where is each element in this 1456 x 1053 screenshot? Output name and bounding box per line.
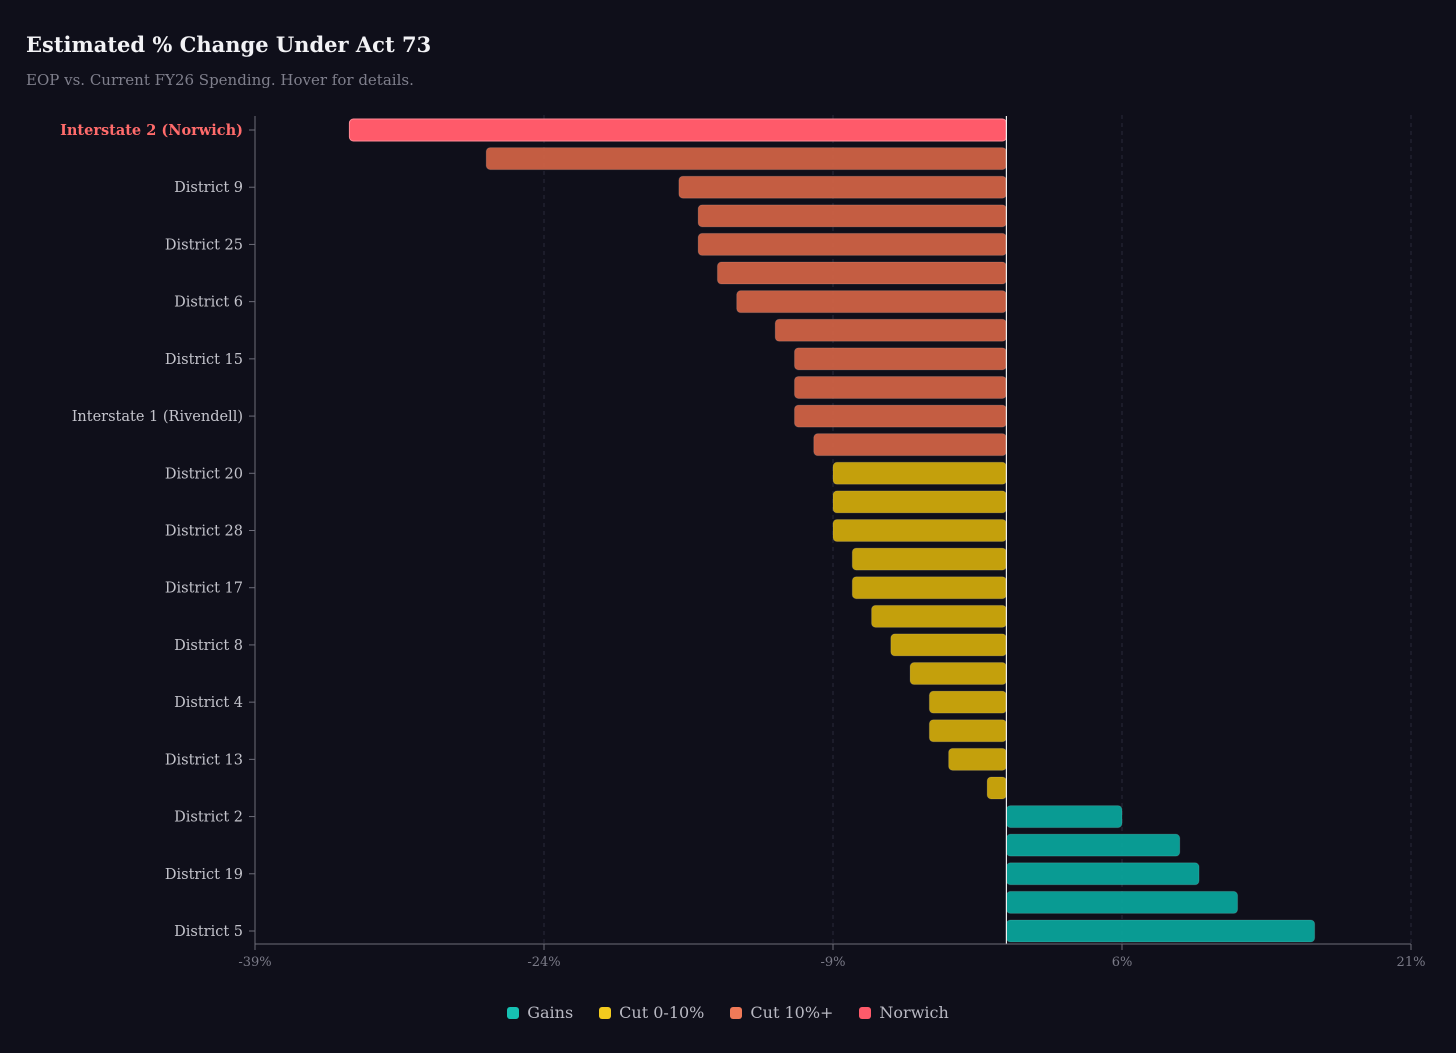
bar[interactable] bbox=[793, 404, 1007, 428]
bar[interactable] bbox=[1005, 805, 1123, 829]
y-tick-label: Interstate 2 (Norwich) bbox=[60, 122, 243, 139]
y-tick-label: District 17 bbox=[165, 581, 243, 597]
bar[interactable] bbox=[793, 375, 1007, 399]
bar[interactable] bbox=[697, 204, 1007, 228]
bar[interactable] bbox=[1005, 833, 1181, 857]
bar[interactable] bbox=[485, 147, 1007, 171]
x-tick-label: 6% bbox=[1112, 955, 1133, 970]
y-tick-label: District 4 bbox=[174, 695, 243, 711]
y-tick-label: District 9 bbox=[174, 180, 243, 196]
bar[interactable] bbox=[774, 318, 1007, 342]
legend: Gains Cut 0-10% Cut 10%+ Norwich bbox=[0, 1003, 1456, 1022]
bar[interactable] bbox=[871, 604, 1007, 628]
bar[interactable] bbox=[851, 547, 1007, 571]
x-tick-label: -9% bbox=[820, 955, 845, 970]
chart-subtitle: EOP vs. Current FY26 Spending. Hover for… bbox=[26, 71, 414, 89]
bar[interactable] bbox=[1005, 862, 1200, 886]
y-tick-label: Interstate 1 (Rivendell) bbox=[72, 409, 243, 425]
y-tick-label: District 5 bbox=[174, 924, 243, 940]
bar[interactable] bbox=[948, 747, 1007, 771]
legend-item-norwich[interactable]: Norwich bbox=[859, 1003, 949, 1022]
bar[interactable] bbox=[909, 662, 1007, 686]
legend-swatch-cut-0-10 bbox=[599, 1006, 612, 1019]
y-tick-label: District 28 bbox=[165, 524, 243, 540]
y-tick-label: District 2 bbox=[174, 810, 243, 826]
bar[interactable] bbox=[716, 261, 1007, 285]
bar[interactable] bbox=[832, 490, 1007, 514]
y-tick-label: District 13 bbox=[165, 752, 243, 768]
legend-label-cut-0-10: Cut 0-10% bbox=[619, 1003, 705, 1022]
legend-swatch-cut-10-plus bbox=[730, 1006, 743, 1019]
y-tick-label: District 6 bbox=[174, 295, 243, 311]
x-tick-label: 21% bbox=[1397, 955, 1426, 970]
bar-chart: Interstate 2 (Norwich) District 9 District… bbox=[60, 115, 1426, 970]
y-tick-label: District 19 bbox=[165, 867, 243, 883]
legend-item-cut-10-plus[interactable]: Cut 10%+ bbox=[730, 1003, 833, 1022]
bar[interactable] bbox=[1005, 919, 1316, 943]
x-tick-label: -39% bbox=[238, 955, 271, 970]
bar[interactable] bbox=[697, 232, 1007, 256]
legend-label-cut-10-plus: Cut 10%+ bbox=[750, 1003, 834, 1022]
bar[interactable] bbox=[986, 776, 1007, 800]
bar[interactable] bbox=[832, 519, 1007, 542]
bar[interactable] bbox=[678, 175, 1007, 199]
y-tick-label: District 25 bbox=[165, 237, 243, 253]
chart-title: Estimated % Change Under Act 73 bbox=[26, 32, 432, 57]
bar[interactable] bbox=[851, 576, 1007, 600]
legend-label-norwich: Norwich bbox=[879, 1003, 949, 1022]
bar[interactable] bbox=[813, 433, 1007, 457]
bar[interactable] bbox=[890, 633, 1007, 657]
bar[interactable] bbox=[832, 461, 1007, 485]
bar[interactable] bbox=[736, 290, 1007, 314]
legend-label-gains: Gains bbox=[527, 1003, 574, 1022]
y-tick-label: District 20 bbox=[165, 466, 243, 482]
legend-item-gains[interactable]: Gains bbox=[507, 1003, 573, 1022]
x-tick-label: -24% bbox=[527, 955, 560, 970]
bar[interactable] bbox=[928, 719, 1007, 743]
y-tick-label: District 15 bbox=[165, 352, 243, 368]
legend-swatch-norwich bbox=[859, 1006, 872, 1019]
bar[interactable] bbox=[1005, 890, 1239, 914]
bar[interactable] bbox=[348, 118, 1007, 142]
y-tick-label: District 8 bbox=[174, 638, 243, 654]
bar[interactable] bbox=[928, 690, 1007, 714]
bar[interactable] bbox=[793, 347, 1007, 371]
legend-item-cut-0-10[interactable]: Cut 0-10% bbox=[599, 1003, 704, 1022]
legend-swatch-gains bbox=[507, 1006, 520, 1019]
